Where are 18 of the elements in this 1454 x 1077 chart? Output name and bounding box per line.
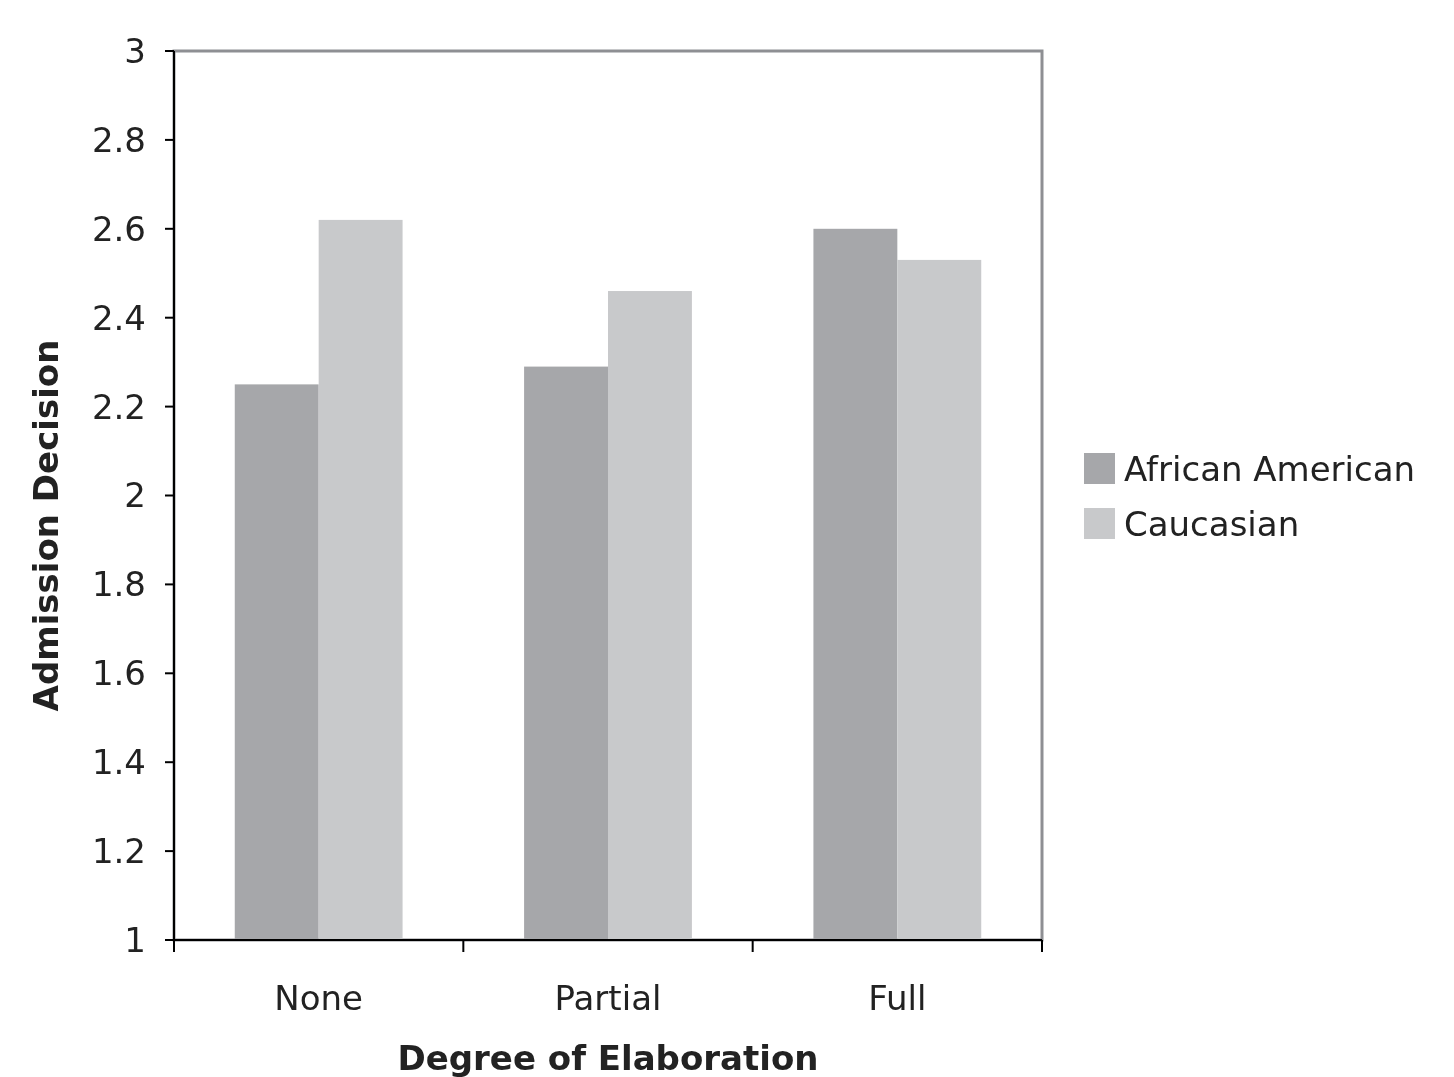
x-tick-label: Full	[868, 978, 927, 1018]
y-tick-label: 2	[124, 475, 146, 516]
y-tick-label: 2.4	[91, 297, 146, 338]
x-tick-label: Partial	[554, 978, 662, 1018]
y-tick-label: 3	[124, 30, 146, 71]
y-tick-label: 1	[124, 919, 146, 960]
y-tick-label: 1.4	[91, 742, 146, 783]
y-tick-label: 1.8	[91, 564, 146, 605]
legend-label: Caucasian	[1124, 503, 1300, 544]
x-axis-title: Degree of Elaboration	[397, 1038, 819, 1077]
legend-label: African American	[1124, 448, 1416, 489]
y-tick-label: 2.6	[91, 208, 146, 249]
y-axis-title: Admission Decision	[26, 339, 66, 712]
y-tick-label: 1.2	[91, 831, 146, 871]
y-tick-label: 2.8	[91, 119, 146, 160]
x-tick-label: None	[274, 978, 364, 1018]
y-tick-label: 1.6	[91, 653, 146, 694]
y-tick-label: 2.2	[91, 386, 146, 427]
